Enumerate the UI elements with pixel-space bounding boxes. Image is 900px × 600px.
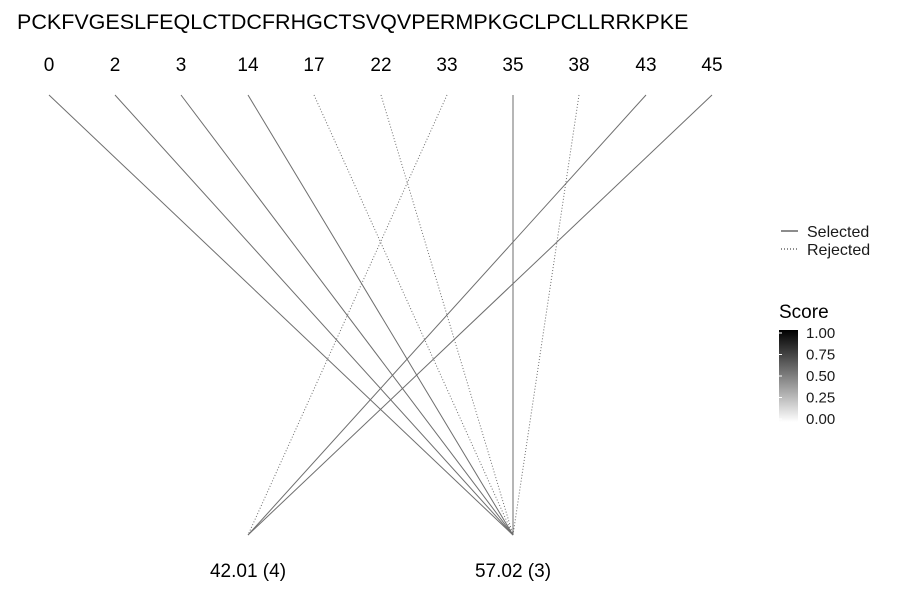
position-label-43: 43 — [635, 55, 656, 76]
connection-2-to-group-2-selected — [114, 94, 514, 536]
line-type-legend: Selected Rejected — [781, 224, 870, 259]
position-label-45: 45 — [701, 55, 722, 76]
score-legend-title: Score — [779, 302, 829, 323]
score-tick-label-0.00: 0.00 — [806, 411, 835, 428]
position-label-3: 3 — [176, 55, 187, 76]
connection-14-to-group-2-selected — [247, 94, 514, 536]
position-label-35: 35 — [502, 55, 523, 76]
position-label-2: 2 — [110, 55, 121, 76]
connection-lines — [48, 94, 713, 536]
position-label-0: 0 — [44, 55, 55, 76]
score-tick-label-0.25: 0.25 — [806, 390, 835, 407]
connection-33-to-group-1-rejected — [247, 94, 448, 536]
position-label-22: 22 — [370, 55, 391, 76]
group-label-2: 57.02 (3) — [475, 561, 551, 582]
score-tick-label-0.75: 0.75 — [806, 347, 835, 364]
legend-label-rejected: Rejected — [807, 242, 870, 259]
group-labels: 42.01 (4) 57.02 (3) — [210, 561, 551, 582]
legend-label-selected: Selected — [807, 224, 869, 241]
group-label-1: 42.01 (4) — [210, 561, 286, 582]
score-legend: Score 1.00 0.75 0.50 0.25 0.00 — [779, 302, 835, 428]
score-tick-label-1.00: 1.00 — [806, 325, 835, 342]
position-label-33: 33 — [436, 55, 457, 76]
connection-43-to-group-1-selected — [247, 94, 647, 536]
connection-0-to-group-2-selected — [48, 94, 514, 536]
connection-3-to-group-2-selected — [180, 94, 514, 536]
position-label-17: 17 — [303, 55, 324, 76]
connection-17-to-group-2-rejected — [313, 94, 514, 536]
position-label-38: 38 — [568, 55, 589, 76]
connection-38-to-group-2-rejected — [512, 94, 580, 536]
position-labels: 0 2 3 14 17 22 33 35 38 43 45 — [44, 55, 723, 76]
connection-45-to-group-1-selected — [247, 94, 713, 536]
score-ticks: 1.00 0.75 0.50 0.25 0.00 — [779, 325, 835, 428]
score-colorbar — [779, 330, 798, 422]
sequence-title: PCKFVGESLFEQLCTDCFRHGCTSVQVPERMPKGCLPCLL… — [17, 10, 688, 34]
position-label-14: 14 — [237, 55, 259, 76]
score-tick-label-0.50: 0.50 — [806, 368, 835, 385]
